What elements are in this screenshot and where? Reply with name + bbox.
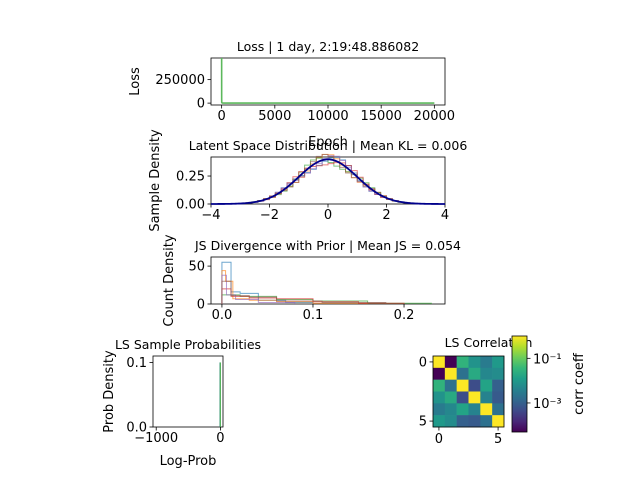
x-tick-label: 0.2 xyxy=(394,308,415,323)
colorbar-tick-label: 10⁻³ xyxy=(533,397,562,412)
y-tick-label: 0.1 xyxy=(126,356,147,371)
heatmap-cell xyxy=(456,379,469,392)
js-divergence-panel: 0.0 0.1 0.2 0 50 JS Divergence with Prior | M… xyxy=(162,234,461,326)
heatmap-cell xyxy=(480,379,493,392)
loss-panel: 0 5000 10000 15000 20000 0 250000 Loss | 1 day,… xyxy=(128,39,455,150)
heatmap-cell xyxy=(492,367,505,380)
chart-title: LS Correlation xyxy=(445,335,533,350)
heatmap-cell xyxy=(456,415,469,428)
x-tick-label: 5 xyxy=(494,432,502,447)
x-tick-label: 0 xyxy=(324,208,332,223)
heatmap-cell xyxy=(444,391,457,404)
heatmap-cell xyxy=(456,367,469,380)
y-tick-label: 50 xyxy=(188,260,205,275)
heatmap-cell xyxy=(480,415,493,428)
y-axis-label: Prob Density xyxy=(102,350,117,433)
heatmap-cell xyxy=(444,403,457,416)
heatmap-cell xyxy=(456,391,469,404)
x-tick-label: 5000 xyxy=(258,109,291,124)
y-tick-label: 0 xyxy=(197,97,205,112)
heatmap-cell xyxy=(468,367,481,380)
colorbar-frame xyxy=(511,335,528,433)
prior-density-curve xyxy=(210,158,446,205)
heatmap-cell xyxy=(433,403,446,416)
heatmap-cell xyxy=(444,415,457,428)
heatmap-cell xyxy=(492,415,505,428)
x-tick-label: 20000 xyxy=(414,109,455,124)
y-tick-label: 5 xyxy=(419,415,427,430)
heatmap-cell xyxy=(480,356,493,369)
heatmap-cell xyxy=(433,391,446,404)
axes-frame xyxy=(210,256,446,305)
colorbar-label: corr coeff xyxy=(572,352,587,415)
y-tick-label: 0.25 xyxy=(176,170,205,185)
x-tick-label: 10000 xyxy=(307,109,348,124)
heatmap-cell xyxy=(492,403,505,416)
heatmap-cell xyxy=(468,415,481,428)
x-tick-label: −2 xyxy=(260,208,279,223)
js-histogram-series xyxy=(221,280,387,304)
heatmap-frame xyxy=(432,355,505,428)
latent-distribution-panel: −4 −2 0 2 4 0.00 0.25 Latent Space Distribution… xyxy=(148,129,467,232)
heatmap-cell xyxy=(468,391,481,404)
axes-frame xyxy=(152,355,224,428)
y-tick-label: 0.00 xyxy=(176,198,205,213)
x-tick-label: 0 xyxy=(435,432,443,447)
heatmap-cell xyxy=(433,356,446,369)
heatmap-cell xyxy=(468,356,481,369)
y-tick-label: 0 xyxy=(197,298,205,313)
x-tick-label: 4 xyxy=(441,208,449,223)
chart-title: LS Sample Probabilities xyxy=(115,337,261,352)
loss-series-line xyxy=(220,57,435,104)
y-axis-label: Loss xyxy=(128,67,143,96)
heatmap-cell xyxy=(444,367,457,380)
y-tick-label: 0.0 xyxy=(126,421,147,436)
heatmap-cell xyxy=(456,403,469,416)
heatmap-cell xyxy=(456,356,469,369)
x-tick-label: −1000 xyxy=(134,431,178,446)
x-axis-label: Log-Prob xyxy=(160,454,217,469)
heatmap-cell xyxy=(433,415,446,428)
heatmap-cell xyxy=(433,379,446,392)
x-tick-label: 0.0 xyxy=(212,308,233,323)
y-axis-label: Sample Density xyxy=(148,129,163,232)
y-tick-label: 250000 xyxy=(155,73,205,88)
heatmap-cell xyxy=(480,403,493,416)
y-axis-label: Count Density xyxy=(162,234,177,326)
sample-probabilities-panel: −1000 0 0.0 0.1 LS Sample ProbabilitiesProb … xyxy=(102,337,261,469)
axes-frame xyxy=(210,57,446,106)
colorbar xyxy=(512,336,527,432)
x-tick-label: 0 xyxy=(217,109,225,124)
heatmap-cell xyxy=(444,379,457,392)
x-tick-label: 15000 xyxy=(361,109,402,124)
chart-title: Loss | 1 day, 2:19:48.886082 xyxy=(237,39,419,54)
x-tick-label: 0.1 xyxy=(303,308,324,323)
x-tick-label: −4 xyxy=(201,208,220,223)
heatmap-cell xyxy=(492,391,505,404)
heatmap-cell xyxy=(433,367,446,380)
heatmap-cell xyxy=(444,356,457,369)
x-tick-label: 2 xyxy=(382,208,390,223)
heatmap-cell xyxy=(492,356,505,369)
heatmap-cell xyxy=(492,379,505,392)
colorbar-tick-label: 10⁻¹ xyxy=(533,352,562,367)
y-tick-label: 0 xyxy=(419,355,427,370)
x-axis-label: Epoch xyxy=(308,135,348,150)
chart-title: JS Divergence with Prior | Mean JS = 0.0… xyxy=(194,238,461,253)
heatmap-cell xyxy=(468,379,481,392)
js-histogram-series xyxy=(221,274,296,304)
chart-title: Latent Space Distribution | Mean KL = 0.… xyxy=(189,138,468,153)
heatmap-cell xyxy=(468,403,481,416)
heatmap-cell xyxy=(480,391,493,404)
heatmap-cell xyxy=(480,367,493,380)
x-tick-label: 0 xyxy=(216,431,224,446)
